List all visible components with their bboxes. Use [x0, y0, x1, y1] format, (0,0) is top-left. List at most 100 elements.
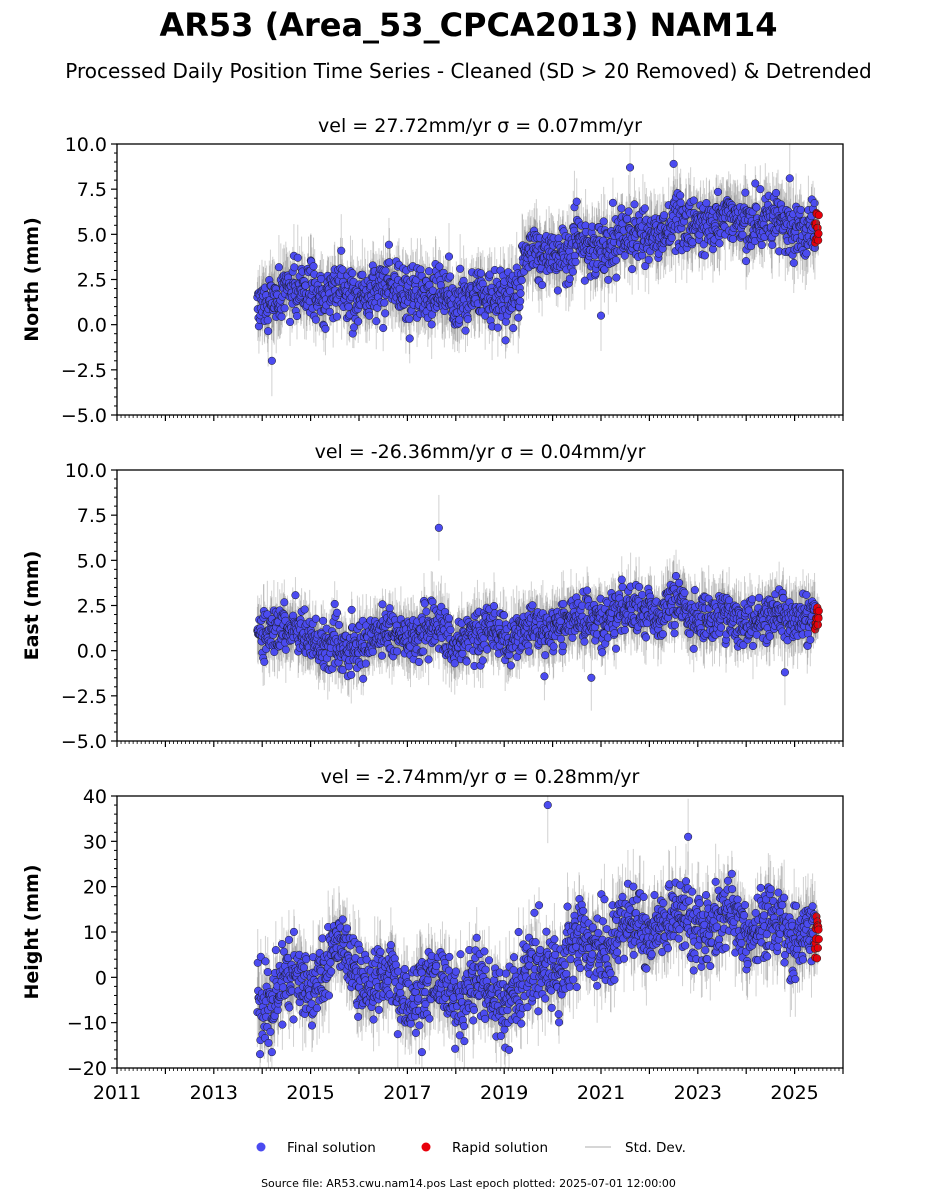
final-point — [332, 608, 342, 617]
final-point — [337, 246, 346, 255]
final-point — [604, 275, 613, 284]
figure-subtitle: Processed Daily Position Time Series - C… — [65, 59, 871, 83]
final-point — [281, 645, 290, 654]
final-point — [330, 599, 339, 609]
y-tick-label: −5.0 — [61, 405, 107, 427]
final-point — [620, 251, 629, 260]
final-point — [405, 334, 414, 343]
y-tick-label: 5.0 — [77, 224, 107, 246]
final-point — [461, 326, 470, 335]
east-panel: vel = -26.36mm/yr σ = 0.04mm/yr East (mm)… — [21, 441, 844, 753]
final-point — [385, 258, 394, 267]
final-point — [347, 605, 356, 614]
final-point — [553, 286, 562, 295]
final-point — [630, 200, 639, 209]
y-tick-label: 2.5 — [77, 270, 107, 292]
y-tick-label: 0.0 — [77, 315, 107, 337]
final-point — [565, 274, 574, 283]
final-point — [702, 199, 711, 208]
plot-area — [253, 494, 823, 711]
final-point — [427, 320, 436, 329]
final-point — [644, 255, 653, 264]
final-point — [377, 651, 387, 660]
final-point — [617, 204, 626, 213]
final-point — [332, 312, 342, 321]
figure-title: AR53 (Area_53_CPCA2013) NAM14 — [159, 6, 777, 44]
final-point — [455, 315, 464, 324]
final-solution-series — [253, 523, 819, 683]
final-point — [660, 211, 669, 220]
final-point — [372, 317, 381, 326]
final-point — [785, 174, 794, 183]
y-axis-label: North (mm) — [21, 217, 43, 342]
y-tick-label: 7.5 — [77, 179, 107, 201]
final-point — [365, 311, 374, 320]
final-point — [293, 253, 302, 262]
final-point — [810, 199, 819, 208]
final-point — [772, 188, 781, 198]
final-point — [338, 665, 347, 674]
final-point — [380, 298, 389, 307]
final-point — [321, 324, 330, 333]
final-point — [517, 276, 526, 285]
final-point — [349, 323, 358, 332]
final-point — [311, 315, 320, 324]
final-point — [789, 258, 798, 267]
plot-area — [253, 144, 823, 397]
final-point — [317, 274, 326, 284]
final-point — [676, 198, 685, 207]
final-point — [641, 262, 650, 271]
final-point — [260, 657, 269, 666]
final-point — [379, 323, 388, 333]
final-point — [623, 214, 632, 223]
final-point — [676, 191, 685, 200]
final-point — [514, 313, 523, 322]
final-point — [286, 317, 295, 326]
final-point — [274, 263, 283, 272]
final-point — [267, 356, 276, 365]
final-point — [728, 234, 738, 244]
final-point — [501, 336, 510, 345]
final-point — [715, 239, 724, 248]
final-point — [424, 267, 434, 276]
final-point — [300, 605, 309, 614]
final-point — [435, 262, 444, 271]
final-point — [446, 272, 455, 281]
final-point — [554, 234, 563, 243]
final-point — [338, 265, 347, 274]
final-point — [381, 266, 390, 275]
final-point — [802, 249, 811, 258]
final-point — [667, 233, 676, 242]
y-axis-label: East (mm) — [21, 551, 43, 661]
final-point — [741, 188, 750, 197]
final-point — [277, 312, 286, 321]
final-point — [359, 674, 368, 683]
rapid-point — [814, 211, 823, 220]
final-point — [263, 316, 272, 325]
final-point — [485, 270, 494, 279]
final-point — [361, 659, 370, 668]
final-solution-series — [253, 159, 819, 365]
final-point — [344, 302, 353, 311]
final-point — [348, 269, 357, 278]
north-panel: vel = 27.72mm/yr σ = 0.07mm/yr North (mm)… — [21, 115, 844, 427]
final-point — [509, 324, 518, 333]
final-point — [752, 203, 761, 212]
final-point — [392, 647, 402, 656]
final-point — [628, 265, 637, 274]
final-point — [347, 670, 356, 679]
final-point — [292, 311, 302, 321]
final-point — [280, 598, 289, 607]
final-point — [280, 304, 289, 313]
final-point — [381, 309, 390, 318]
final-point — [463, 315, 472, 324]
final-point — [476, 269, 485, 278]
final-point — [334, 620, 343, 629]
final-point — [599, 217, 608, 226]
final-point — [600, 265, 609, 274]
final-point — [640, 204, 649, 213]
final-point — [624, 207, 633, 216]
panel-title: vel = 27.72mm/yr σ = 0.07mm/yr — [318, 115, 642, 137]
final-point — [385, 604, 394, 613]
